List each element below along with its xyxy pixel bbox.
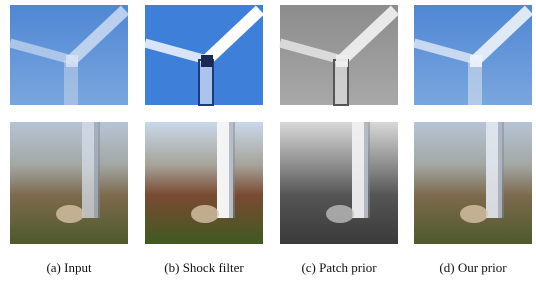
panel xyxy=(10,5,128,244)
rock xyxy=(191,205,219,223)
image-bottom xyxy=(414,122,532,244)
panel xyxy=(280,5,398,244)
pole-shadow xyxy=(229,122,235,218)
panel xyxy=(414,5,532,244)
hub xyxy=(66,55,78,67)
pole-shadow xyxy=(94,122,100,218)
hub xyxy=(201,55,213,67)
pole-shadow xyxy=(364,122,370,218)
image-bottom xyxy=(280,122,398,244)
caption: (a) Input xyxy=(46,260,92,275)
ground xyxy=(145,122,263,244)
pole-shadow xyxy=(498,122,504,218)
hub xyxy=(470,55,482,67)
image-bottom xyxy=(145,122,263,244)
rock xyxy=(460,205,488,223)
ground xyxy=(414,122,532,244)
caption: (b) Shock filter xyxy=(164,260,244,275)
image-top xyxy=(414,5,532,105)
panel xyxy=(145,5,263,244)
ground xyxy=(280,122,398,244)
ground xyxy=(10,122,128,244)
image-top xyxy=(280,5,398,105)
hub xyxy=(336,55,348,67)
image-top xyxy=(145,5,263,105)
caption: (c) Patch prior xyxy=(301,260,377,275)
rock xyxy=(56,205,84,223)
image-top xyxy=(10,5,128,105)
figure: (a) Input (b) Shock filter (c) Patch prior… xyxy=(0,0,536,282)
image-bottom xyxy=(10,122,128,244)
rock xyxy=(326,205,354,223)
caption: (d) Our prior xyxy=(439,260,507,275)
